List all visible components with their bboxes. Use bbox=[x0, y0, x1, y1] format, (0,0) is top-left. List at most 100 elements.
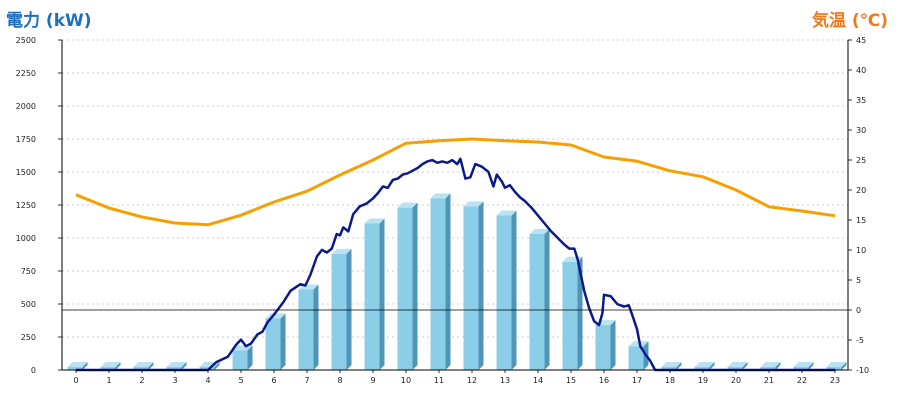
bar-hour-13 bbox=[496, 215, 512, 370]
line-layer bbox=[75, 137, 836, 372]
right-tick-label: 15 bbox=[856, 216, 866, 225]
bar-side-hour-12 bbox=[478, 201, 484, 370]
left-tick-label: 1000 bbox=[16, 234, 36, 243]
left-tick-label: 2500 bbox=[16, 36, 36, 45]
bar-side-hour-15 bbox=[577, 256, 583, 370]
bar-side-hour-14 bbox=[544, 229, 550, 370]
bar-hour-20 bbox=[727, 367, 743, 370]
bar-side-hour-21 bbox=[775, 362, 781, 370]
bar-hour-8 bbox=[331, 253, 347, 370]
bar-side-hour-7 bbox=[313, 284, 319, 370]
x-tick-label: 3 bbox=[172, 376, 177, 385]
bar-hour-10 bbox=[397, 207, 413, 370]
bar-side-hour-13 bbox=[511, 210, 517, 370]
x-tick-label: 23 bbox=[830, 376, 840, 385]
bar-side-hour-19 bbox=[709, 362, 715, 370]
bar-hour-23 bbox=[826, 367, 842, 370]
bar-side-hour-11 bbox=[445, 193, 451, 370]
bar-top-hour-11 bbox=[430, 193, 451, 199]
x-tick-label: 7 bbox=[304, 376, 309, 385]
bar-hour-11 bbox=[430, 198, 446, 370]
temperature-line bbox=[75, 137, 836, 227]
bar-side-hour-0 bbox=[82, 362, 88, 370]
x-tick-label: 22 bbox=[797, 376, 807, 385]
right-tick-label: 5 bbox=[856, 276, 861, 285]
right-tick-label: 25 bbox=[856, 156, 866, 165]
left-tick-label: 1500 bbox=[16, 168, 36, 177]
right-axis-title: 気温 (℃) bbox=[811, 11, 888, 31]
left-tick-label: 1750 bbox=[16, 135, 36, 144]
bar-top-hour-13 bbox=[496, 210, 517, 216]
power-line bbox=[76, 157, 835, 372]
x-tick-label: 19 bbox=[698, 376, 708, 385]
bar-hour-9 bbox=[364, 223, 380, 370]
bar-hour-14 bbox=[529, 234, 545, 370]
bar-top-hour-9 bbox=[364, 218, 385, 224]
right-tick-label: 40 bbox=[856, 66, 866, 75]
x-tick-label: 2 bbox=[139, 376, 144, 385]
left-tick-label: 500 bbox=[21, 300, 36, 309]
x-tick-label: 6 bbox=[271, 376, 276, 385]
x-tick-label: 17 bbox=[632, 376, 642, 385]
bar-hour-22 bbox=[793, 367, 809, 370]
bar-side-hour-18 bbox=[676, 362, 682, 370]
bar-hour-15 bbox=[562, 261, 578, 370]
right-tick-label: -10 bbox=[856, 366, 869, 375]
x-tick-label: 21 bbox=[764, 376, 774, 385]
bar-top-hour-19 bbox=[694, 362, 715, 367]
bar-hour-17 bbox=[628, 346, 644, 370]
bar-hour-6 bbox=[265, 318, 281, 370]
x-tick-label: 9 bbox=[370, 376, 375, 385]
axis-layer: 02505007501000125015001750200022502500-1… bbox=[16, 36, 869, 385]
x-tick-label: 18 bbox=[665, 376, 675, 385]
right-tick-label: 45 bbox=[856, 36, 866, 45]
bar-side-hour-6 bbox=[280, 313, 286, 370]
bar-top-hour-22 bbox=[793, 362, 814, 367]
bar-side-hour-23 bbox=[841, 362, 847, 370]
right-tick-label: -5 bbox=[856, 336, 864, 345]
right-tick-label: 35 bbox=[856, 96, 866, 105]
x-tick-label: 0 bbox=[73, 376, 78, 385]
bar-hour-18 bbox=[661, 367, 677, 370]
bar-top-hour-14 bbox=[529, 229, 550, 235]
left-tick-label: 250 bbox=[21, 333, 36, 342]
x-tick-label: 8 bbox=[337, 376, 342, 385]
bar-hour-16 bbox=[595, 325, 611, 370]
x-tick-label: 10 bbox=[401, 376, 411, 385]
bar-side-hour-22 bbox=[808, 362, 814, 370]
bar-side-hour-5 bbox=[247, 345, 253, 370]
bar-hour-4 bbox=[199, 367, 215, 370]
left-tick-label: 0 bbox=[31, 366, 36, 375]
bar-top-hour-1 bbox=[100, 362, 121, 367]
bar-hour-7 bbox=[298, 289, 314, 370]
bar-top-hour-20 bbox=[727, 362, 748, 367]
bar-top-hour-0 bbox=[67, 362, 88, 367]
bar-layer bbox=[67, 193, 847, 370]
bar-top-hour-10 bbox=[397, 202, 418, 208]
bar-side-hour-10 bbox=[412, 202, 418, 370]
bar-hour-3 bbox=[166, 367, 182, 370]
x-tick-label: 13 bbox=[500, 376, 510, 385]
x-tick-label: 4 bbox=[205, 376, 210, 385]
bar-hour-1 bbox=[100, 367, 116, 370]
x-tick-label: 11 bbox=[434, 376, 444, 385]
grid-layer bbox=[62, 39, 848, 338]
bar-top-hour-8 bbox=[331, 248, 352, 254]
x-tick-label: 16 bbox=[599, 376, 609, 385]
left-tick-label: 750 bbox=[21, 267, 36, 276]
bar-side-hour-9 bbox=[379, 218, 385, 370]
bar-top-hour-21 bbox=[760, 362, 781, 367]
bar-hour-21 bbox=[760, 367, 776, 370]
bar-hour-19 bbox=[694, 367, 710, 370]
bar-top-hour-17 bbox=[628, 341, 649, 347]
bar-top-hour-23 bbox=[826, 362, 847, 367]
x-tick-label: 15 bbox=[566, 376, 576, 385]
bar-hour-2 bbox=[133, 367, 149, 370]
left-tick-label: 2250 bbox=[16, 69, 36, 78]
bar-side-hour-1 bbox=[115, 362, 121, 370]
left-tick-label: 1250 bbox=[16, 201, 36, 210]
x-tick-label: 1 bbox=[106, 376, 111, 385]
x-tick-label: 14 bbox=[533, 376, 543, 385]
bar-top-hour-3 bbox=[166, 362, 187, 367]
